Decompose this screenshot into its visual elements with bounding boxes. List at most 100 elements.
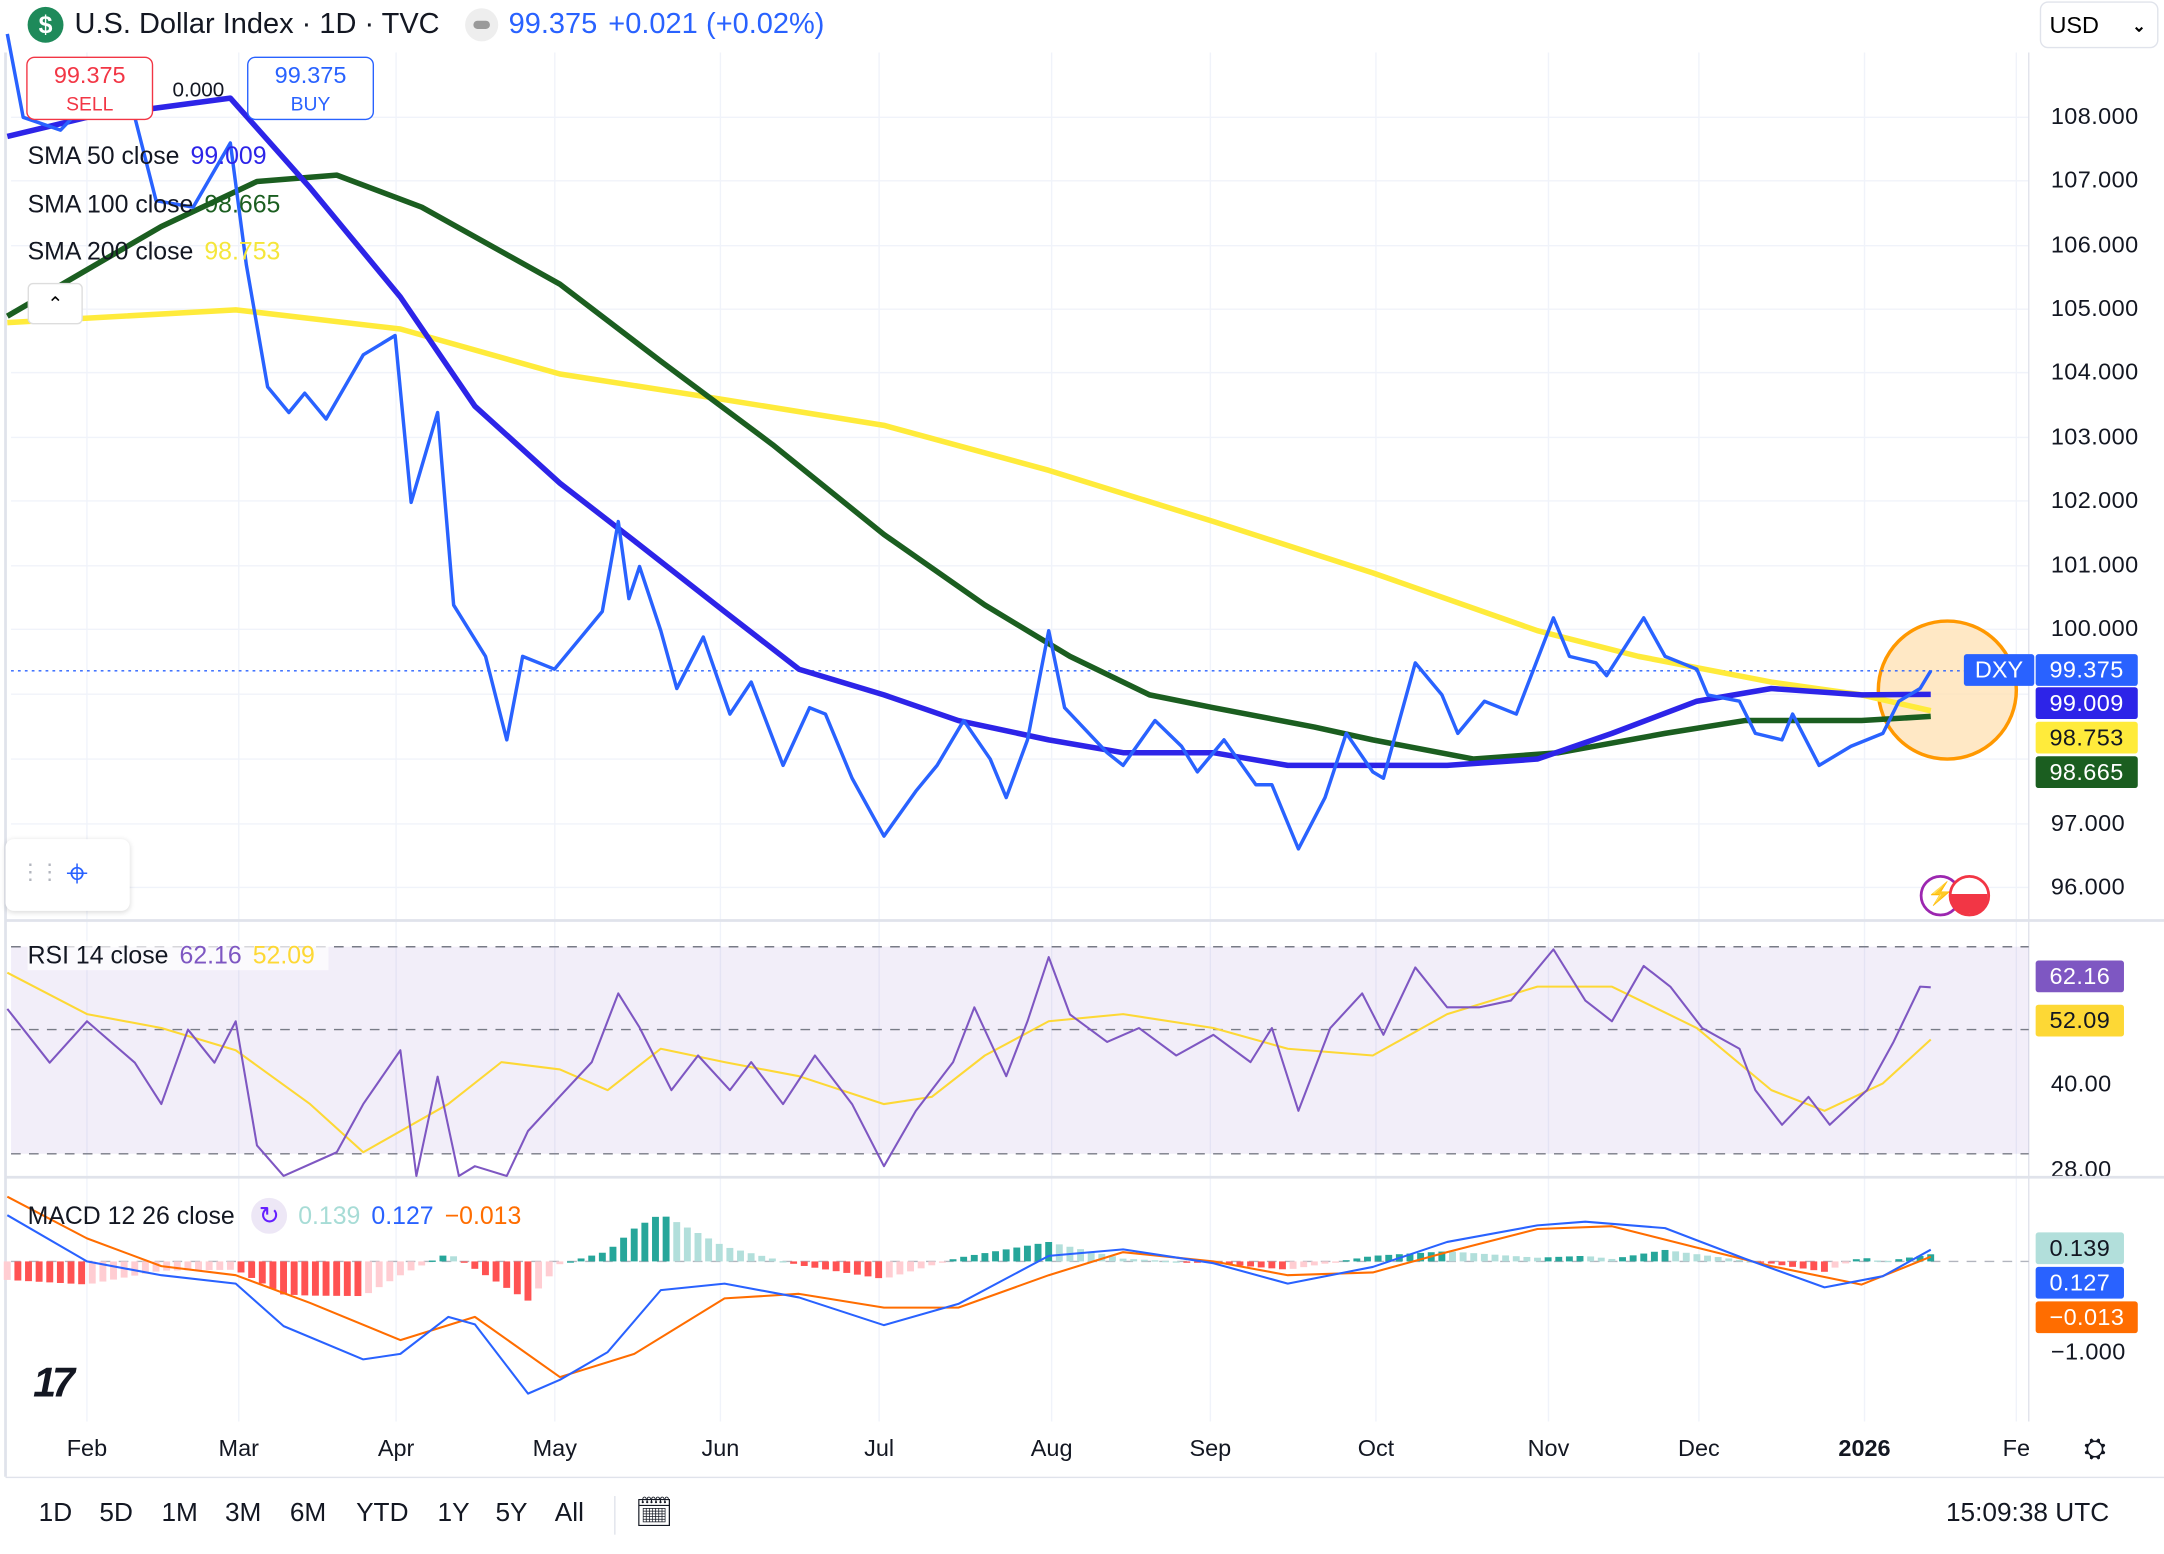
macd-histogram-bar <box>875 1261 883 1279</box>
macd-histogram-bar <box>705 1238 713 1262</box>
macd-histogram-bar <box>938 1261 946 1263</box>
range-button-1d[interactable]: 1D <box>38 1498 73 1528</box>
tradingview-logo[interactable]: 17 <box>33 1360 75 1407</box>
macd-histogram-bar <box>1342 1260 1350 1262</box>
chevron-up-icon: ⌃ <box>47 292 64 315</box>
legend-rsi[interactable]: RSI 14 close 62.16 52.09 <box>27 941 329 971</box>
sma50-tag: 99.009 <box>2035 687 2138 720</box>
sma50-line <box>6 95 1931 769</box>
macd-histogram-bar <box>375 1261 383 1288</box>
macd-histogram-bar <box>1704 1255 1711 1262</box>
gear-icon[interactable]: ⛭ <box>2083 1433 2107 1465</box>
macd-histogram-bar <box>1778 1261 1786 1266</box>
macd-histogram-bar <box>513 1261 521 1295</box>
macd-histogram-bar <box>683 1227 691 1262</box>
range-button-3m[interactable]: 3M <box>224 1498 262 1528</box>
macd-histogram-bar <box>790 1261 798 1264</box>
legend-macd[interactable]: MACD 12 26 close ↻ 0.139 0.127 −0.013 <box>28 1197 522 1234</box>
macd-histogram-bar <box>992 1251 999 1262</box>
time-axis-label: Jun <box>701 1435 740 1462</box>
macd-histogram-bar <box>1023 1245 1031 1262</box>
macd-histogram-bar <box>1693 1254 1701 1262</box>
macd-histogram-bar <box>88 1261 96 1284</box>
refresh-icon[interactable]: ↻ <box>251 1197 288 1234</box>
chevron-down-icon: ⌄ <box>2132 16 2147 36</box>
macd-histogram-bar <box>1130 1259 1138 1262</box>
time-axis-label: Nov <box>1527 1435 1570 1462</box>
range-button-ytd[interactable]: YTD <box>356 1498 409 1528</box>
legend-sma50[interactable]: SMA 50 close 99.009 <box>28 142 267 171</box>
macd-histogram-bar <box>1565 1256 1573 1262</box>
macd-histogram-bar <box>25 1261 32 1282</box>
macd-histogram-bar <box>896 1261 904 1275</box>
legend-sma200[interactable]: SMA 200 close 98.753 <box>28 237 281 266</box>
macd-histogram-bar <box>184 1261 192 1271</box>
macd-histogram-bar <box>1172 1261 1180 1263</box>
calendar-goto-icon[interactable]: 🗓 <box>634 1494 674 1530</box>
macd-histogram-bar <box>1470 1253 1478 1262</box>
macd-signal-tag: −0.013 <box>2035 1301 2139 1334</box>
price-change-pct: (+0.02%) <box>706 8 825 41</box>
legend-sma100[interactable]: SMA 100 close 98.665 <box>28 190 281 219</box>
range-button-all[interactable]: All <box>554 1498 584 1528</box>
macd-histogram-bar <box>1895 1259 1903 1262</box>
crosshair-icon[interactable]: ⌖ <box>66 851 89 895</box>
legend-label: SMA 50 close <box>27 142 180 170</box>
macd-histogram-bar <box>853 1261 861 1275</box>
drag-handle-icon[interactable]: ⋮⋮ <box>19 861 60 885</box>
currency-select[interactable]: USD ⌄ <box>2039 1 2159 49</box>
macd-histogram-bar <box>120 1261 128 1278</box>
rsi-tag: 62.16 <box>2035 960 2125 993</box>
market-closed-icon <box>464 8 498 42</box>
range-button-6m[interactable]: 6M <box>289 1498 327 1528</box>
macd-histogram-bar <box>503 1261 511 1288</box>
macd-histogram-bar <box>620 1237 628 1262</box>
macd-histogram-bar <box>598 1252 606 1262</box>
buy-label: BUY <box>290 92 331 115</box>
macd-histogram-bar <box>1852 1259 1860 1262</box>
macd-histogram-bar <box>1619 1257 1626 1262</box>
range-button-5d[interactable]: 5D <box>99 1498 133 1528</box>
macd-histogram-bar <box>1640 1253 1648 1262</box>
macd-histogram-bar <box>885 1261 893 1278</box>
macd-histogram-bar <box>248 1261 256 1278</box>
macd-histogram-bar <box>641 1222 649 1262</box>
macd-histogram-bar <box>577 1258 585 1262</box>
us-flag-event-icon[interactable] <box>1948 874 1991 917</box>
time-axis-label: Mar <box>218 1435 259 1462</box>
clock[interactable]: 15:09:38 UTC <box>1945 1498 2110 1528</box>
range-button-5y[interactable]: 5Y <box>495 1498 528 1528</box>
macd-histogram-bar <box>1714 1257 1722 1262</box>
macd-histogram-bar <box>1183 1261 1191 1263</box>
macd-histogram-bar <box>1225 1261 1233 1265</box>
sell-button[interactable]: 99.375 SELL <box>26 56 154 121</box>
highlight-circle <box>1876 619 2019 761</box>
rsi-axis-tick: 28.00 <box>2050 1156 2112 1176</box>
macd-histogram-bar <box>747 1253 755 1262</box>
macd-histogram-bar <box>1417 1252 1425 1262</box>
macd-histogram-bar <box>673 1222 681 1262</box>
macd-histogram-bar <box>1480 1253 1488 1262</box>
sma200-tag: 98.753 <box>2035 721 2138 754</box>
macd-histogram-bar <box>1842 1261 1850 1264</box>
macd-histogram-bar <box>46 1261 54 1283</box>
legend-value: 99.009 <box>190 142 267 170</box>
macd-histogram-bar <box>226 1261 234 1270</box>
buy-button[interactable]: 99.375 BUY <box>247 56 375 121</box>
macd-histogram-bar <box>1884 1260 1892 1263</box>
macd-histogram-bar <box>800 1261 808 1266</box>
range-button-1m[interactable]: 1M <box>161 1498 198 1528</box>
macd-histogram-bar <box>1193 1261 1201 1263</box>
symbol-title[interactable]: U.S. Dollar Index · 1D · TVC <box>74 8 440 41</box>
macd-histogram-bar <box>386 1261 394 1282</box>
macd-histogram-bar <box>726 1247 734 1262</box>
macd-histogram-bar <box>1257 1261 1265 1268</box>
macd-histogram-bar <box>269 1261 277 1289</box>
macd-histogram-bar <box>1746 1261 1754 1263</box>
collapse-legend-button[interactable]: ⌃ <box>27 282 83 325</box>
macd-histogram-bar <box>1757 1261 1765 1263</box>
macd-histogram-bar <box>205 1261 213 1271</box>
range-button-1y[interactable]: 1Y <box>437 1498 470 1528</box>
